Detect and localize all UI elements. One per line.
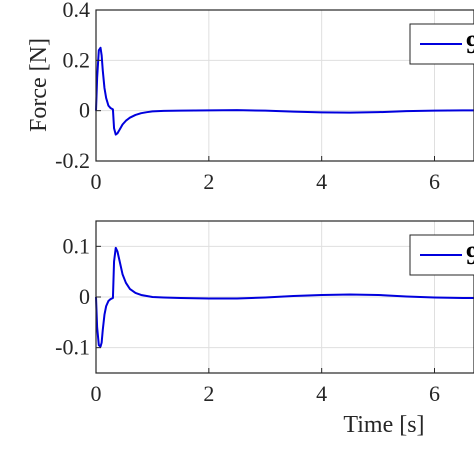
bottom-legend-box (409, 234, 474, 276)
bottom-y-tick-label: -0.1 (55, 335, 90, 360)
bottom-legend: 9 (409, 234, 474, 276)
top-legend-label: 9 (466, 30, 474, 59)
bottom-x-tick-label: 4 (316, 381, 327, 406)
top-force-plot: 0 2 4 6-0.200.20.4 9 Force [N] (26, 0, 474, 194)
bottom-x-tick-label: 2 (203, 381, 214, 406)
bottom-y-tick-label: 0.1 (63, 233, 91, 258)
bottom-series-line (95, 246, 474, 348)
top-y-tick-label: 0.4 (63, 0, 91, 22)
bottom-y-tick-label: 0 (79, 284, 90, 309)
top-plot-frame (95, 9, 474, 162)
top-x-tick-label: 2 (203, 169, 214, 194)
bottom-force-plot: 0 2 4 6-0.100.1 9 Time [s] (55, 220, 474, 438)
top-series-line (95, 46, 474, 136)
top-x-tick-label: 6 (429, 169, 440, 194)
top-x-tick-label: 0 (91, 169, 102, 194)
bottom-x-axis-label: Time [s] (343, 412, 424, 438)
top-y-axis-label: Force [N] (26, 38, 52, 132)
top-x-tick-label: 4 (316, 169, 327, 194)
bottom-legend-label: 9 (466, 241, 474, 270)
bottom-x-tick-label: 6 (429, 381, 440, 406)
top-y-tick-label: 0.2 (63, 47, 91, 72)
top-y-tick-label: 0 (79, 98, 90, 123)
top-y-tick-label: -0.2 (55, 148, 90, 173)
top-legend: 9 (409, 23, 474, 65)
bottom-x-tick-label: 0 (91, 381, 102, 406)
